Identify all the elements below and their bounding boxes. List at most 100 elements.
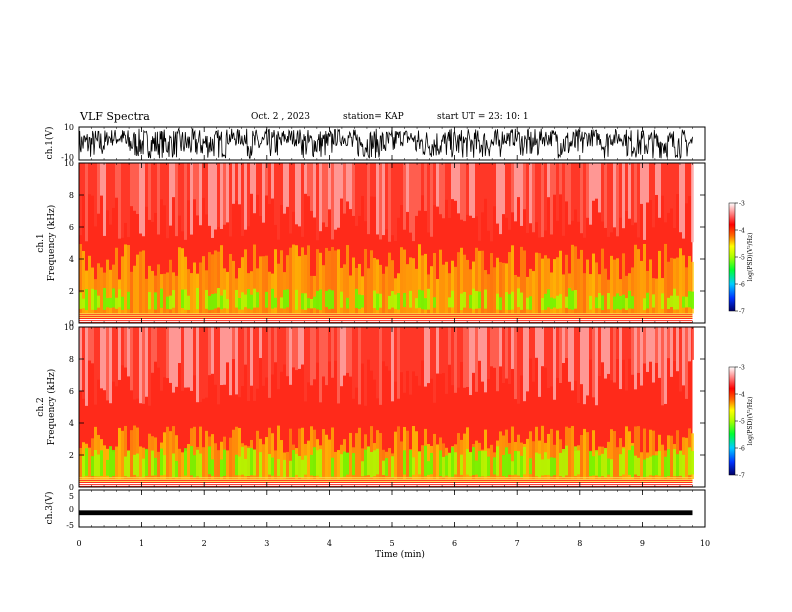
spectrogram-column-upper xyxy=(313,327,316,380)
spectrogram-column-yellow xyxy=(421,255,424,314)
spectrogram-column-upper xyxy=(220,327,223,386)
spectrogram-column-green xyxy=(541,297,544,311)
spectrogram-column-upper xyxy=(445,327,448,394)
spectrogram-column-upper xyxy=(691,327,694,360)
spectrogram-column-upper xyxy=(493,163,496,207)
spectrogram-column-yellow xyxy=(664,243,667,314)
spectrogram-column-yellow xyxy=(172,426,175,479)
spectrogram-column-upper xyxy=(130,163,133,207)
spectrogram-column-yellow xyxy=(493,267,496,314)
colorbar-tick-label: -3 xyxy=(739,365,745,372)
spectrogram-column-yellow xyxy=(199,426,202,479)
spectrogram-column-upper xyxy=(652,327,655,383)
spectrogram-column-yellow xyxy=(472,261,475,314)
spectrogram-column-yellow xyxy=(568,427,571,479)
spectrogram-column-upper xyxy=(229,327,232,396)
spectrogram-column-upper xyxy=(640,327,643,386)
spectrogram-column-upper xyxy=(94,327,97,405)
spectrogram-column-green xyxy=(451,290,454,308)
spectrogram-column-yellow xyxy=(658,250,661,314)
spectrogram-column-upper xyxy=(511,163,514,213)
spectrogram-column-green xyxy=(91,288,94,310)
spectrogram-column-yellow xyxy=(199,262,202,314)
spectrogram-column-green xyxy=(616,293,619,309)
spectrogram-column-green xyxy=(598,455,601,477)
ch1-colorbar-label: log(PSD)(V²/Hz) xyxy=(747,233,754,282)
spectrogram-column-upper xyxy=(184,327,187,388)
spectrogram-column-upper xyxy=(622,327,625,360)
ch1-spectrogram-ylabel-freq: Frequency (kHz) xyxy=(46,205,57,282)
spectrogram-column-upper xyxy=(238,163,241,205)
spectrogram-column-green xyxy=(163,455,166,475)
spectrogram-column-upper xyxy=(160,163,163,200)
spectrogram-column-upper xyxy=(514,327,517,400)
spectrogram-column-yellow xyxy=(625,426,628,479)
spectrogram-column-upper xyxy=(346,327,349,373)
spectrogram-column-upper xyxy=(106,163,109,211)
spectrogram-column-upper xyxy=(175,163,178,237)
spectrogram-column-upper xyxy=(472,327,475,373)
spectrogram-column-upper xyxy=(562,327,565,364)
ch1-spectrogram-ylabel: ch.1 xyxy=(36,233,46,252)
spectrogram-column-yellow xyxy=(478,250,481,314)
spectrogram-column-upper xyxy=(664,327,667,404)
spectrogram-column-upper xyxy=(334,327,337,361)
spectrogram-column-yellow xyxy=(661,444,664,479)
spectrogram-column-upper xyxy=(301,327,304,365)
spectrogram-column-yellow xyxy=(541,425,544,479)
spectrogram-column-upper xyxy=(442,327,445,374)
spectrogram-column-upper xyxy=(427,163,430,233)
spectrogram-column-upper xyxy=(565,327,568,358)
spectrogram-column-upper xyxy=(364,327,367,406)
spectrogram-column-green xyxy=(676,454,679,477)
spectrogram-column-yellow xyxy=(565,254,568,314)
spectrogram-column-yellow xyxy=(79,448,82,479)
spectrogram-column-upper xyxy=(109,163,112,225)
spectrogram-column-upper xyxy=(250,163,253,194)
spectrogram-column-yellow xyxy=(211,254,214,314)
spectrogram-column-yellow xyxy=(334,451,337,479)
spectrogram-column-yellow xyxy=(595,262,598,314)
spectrogram-column-upper xyxy=(460,327,463,362)
spectrogram-column-green xyxy=(280,297,283,309)
spectrogram-column-green xyxy=(493,457,496,475)
spectrogram-column-green xyxy=(196,449,199,477)
spectrogram-column-upper xyxy=(619,163,622,218)
spectrogram-column-upper xyxy=(628,327,631,359)
spectrogram-column-upper xyxy=(556,163,559,221)
spectrogram-column-yellow xyxy=(655,278,658,314)
spectrogram-column-upper xyxy=(268,163,271,205)
spectrogram-column-yellow xyxy=(205,430,208,479)
spectrogram-column-yellow xyxy=(643,243,646,314)
spectrogram-column-upper xyxy=(586,163,589,218)
spectrogram-column-upper xyxy=(355,163,358,226)
spectrogram-column-green xyxy=(187,295,190,310)
spectrogram-column-upper xyxy=(523,327,526,402)
spectrogram-column-green xyxy=(475,460,478,475)
spectrogram-column-green xyxy=(691,451,694,475)
spectrogram-column-green xyxy=(589,295,592,310)
spectrogram-column-yellow xyxy=(511,426,514,479)
spectrogram-column-upper xyxy=(430,327,433,379)
ch1-waveform-ylabel: ch.1(V) xyxy=(44,127,55,160)
spectrogram-column-upper xyxy=(511,327,514,369)
spectrogram-column-upper xyxy=(409,163,412,233)
spectrogram-column-upper xyxy=(574,327,577,381)
spectrogram-column-upper xyxy=(493,327,496,368)
spectrogram-column-green xyxy=(664,456,667,477)
spectrogram-column-yellow xyxy=(157,451,160,479)
spectrogram-column-green xyxy=(415,298,418,309)
spectrogram-column-yellow xyxy=(673,258,676,314)
spectrogram-column-green xyxy=(376,448,379,475)
spectrogram-ytick-label: 0 xyxy=(69,483,74,492)
spectrogram-column-upper xyxy=(574,163,577,210)
spectrogram-column-upper xyxy=(343,327,346,376)
spectrogram-column-yellow xyxy=(310,275,313,314)
spectrogram-column-yellow xyxy=(682,255,685,314)
spectrogram-column-upper xyxy=(649,327,652,362)
spectrogram-column-upper xyxy=(163,163,166,206)
spectrogram-column-upper xyxy=(613,327,616,383)
spectrogram-column-green xyxy=(217,288,220,308)
spectrogram-column-green xyxy=(622,448,625,475)
spectrogram-column-green xyxy=(175,460,178,477)
